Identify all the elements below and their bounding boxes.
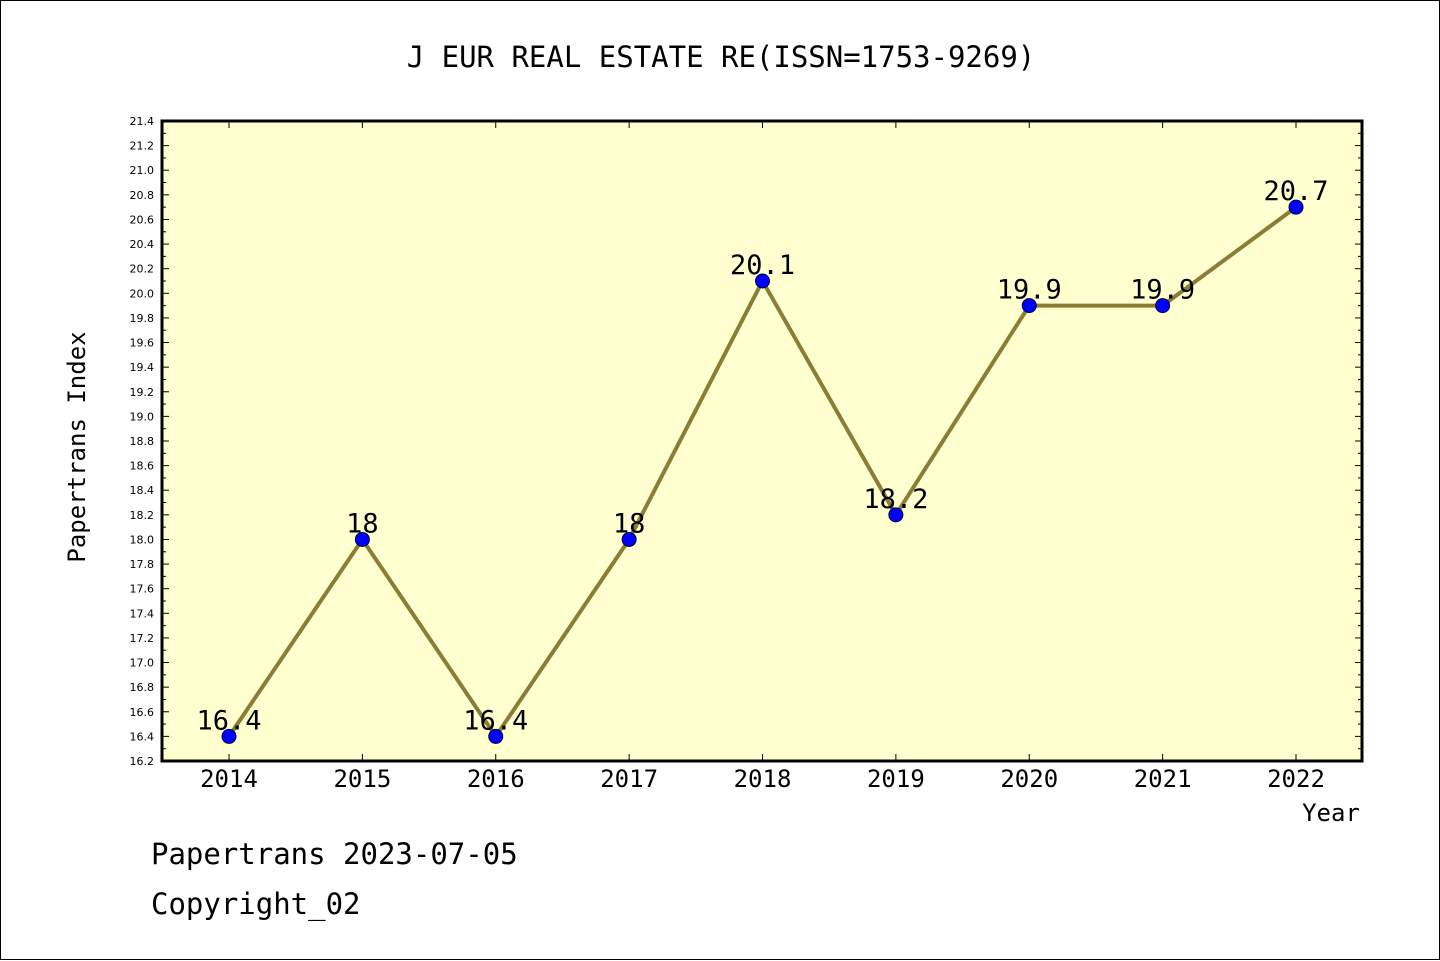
x-tick-label: 2020	[1000, 765, 1058, 793]
y-tick-label: 20.0	[130, 287, 155, 300]
y-tick-label: 16.6	[130, 706, 155, 719]
y-tick-label: 19.4	[130, 361, 155, 374]
data-point	[1021, 298, 1037, 314]
data-label: 20.7	[1263, 176, 1328, 207]
y-tick-label: 19.8	[130, 312, 155, 325]
x-tick-label: 2017	[600, 765, 658, 793]
data-labels: 16.4 18 16.4 18 20.1 18.2 19.9 19.9 20.7	[196, 176, 1328, 736]
y-tick-label: 21.2	[130, 140, 155, 153]
data-point	[488, 728, 504, 744]
data-label: 18.2	[863, 484, 928, 515]
data-point	[354, 531, 370, 547]
x-tick-label: 2016	[467, 765, 525, 793]
y-axis: 16.2 16.4 16.6 16.8 17.0 17.2 17.4 17.6 17.8 18.0…	[130, 115, 1362, 768]
y-tick-label: 17.8	[130, 558, 155, 571]
data-label: 16.4	[196, 705, 261, 736]
x-tick-label: 2018	[734, 765, 792, 793]
data-label: 18	[346, 508, 379, 539]
x-axis-label: Year	[1302, 799, 1360, 827]
data-point	[1155, 298, 1171, 314]
y-tick-label: 18.8	[130, 435, 155, 448]
x-axis: 2014 2015 2016 2017 2018 2019 2020 2021 2022	[200, 121, 1325, 793]
x-tick-label: 2021	[1134, 765, 1192, 793]
data-point	[888, 507, 904, 523]
data-label: 18	[613, 508, 646, 539]
plot-area	[160, 119, 1364, 763]
data-point	[755, 273, 770, 289]
y-axis-label: Papertrans Index	[63, 331, 91, 562]
y-tick-label: 18.0	[130, 533, 155, 546]
data-point	[621, 531, 637, 547]
data-label: 16.4	[463, 705, 528, 736]
x-tick-label: 2019	[867, 765, 925, 793]
footer-date: Papertrans 2023-07-05	[151, 837, 518, 871]
y-tick-label: 19.0	[130, 410, 155, 423]
y-tick-label: 19.2	[130, 386, 155, 399]
y-tick-label: 16.2	[130, 755, 155, 768]
y-tick-label: 17.6	[130, 583, 155, 596]
y-tick-label: 20.6	[130, 213, 155, 226]
data-label: 19.9	[1130, 275, 1195, 306]
y-tick-label: 18.2	[130, 509, 155, 522]
data-markers	[221, 199, 1304, 744]
y-tick-label: 17.2	[130, 632, 155, 645]
data-label: 19.9	[997, 275, 1062, 306]
y-tick-label: 17.0	[130, 657, 155, 670]
data-label: 20.1	[730, 250, 795, 281]
y-tick-label: 20.2	[130, 263, 155, 276]
data-point	[221, 728, 237, 744]
y-tick-label: 20.4	[130, 238, 155, 251]
y-tick-label: 17.4	[130, 607, 155, 620]
x-tick-label: 2022	[1267, 765, 1325, 793]
y-tick-label: 21.4	[130, 115, 155, 128]
y-tick-label: 16.8	[130, 681, 155, 694]
y-tick-label: 18.6	[130, 460, 155, 473]
footer-copyright: Copyright_02	[151, 887, 361, 921]
y-tick-label: 21.0	[130, 164, 155, 177]
y-tick-label: 20.8	[130, 189, 155, 202]
data-point	[1288, 199, 1304, 215]
x-tick-label: 2015	[333, 765, 391, 793]
x-tick-label: 2014	[200, 765, 258, 793]
y-tick-label: 16.4	[130, 730, 155, 743]
y-tick-label: 19.6	[130, 337, 155, 350]
chart-title: J EUR REAL ESTATE RE(ISSN=1753-9269)	[407, 40, 1036, 74]
y-tick-label: 18.4	[130, 484, 155, 497]
